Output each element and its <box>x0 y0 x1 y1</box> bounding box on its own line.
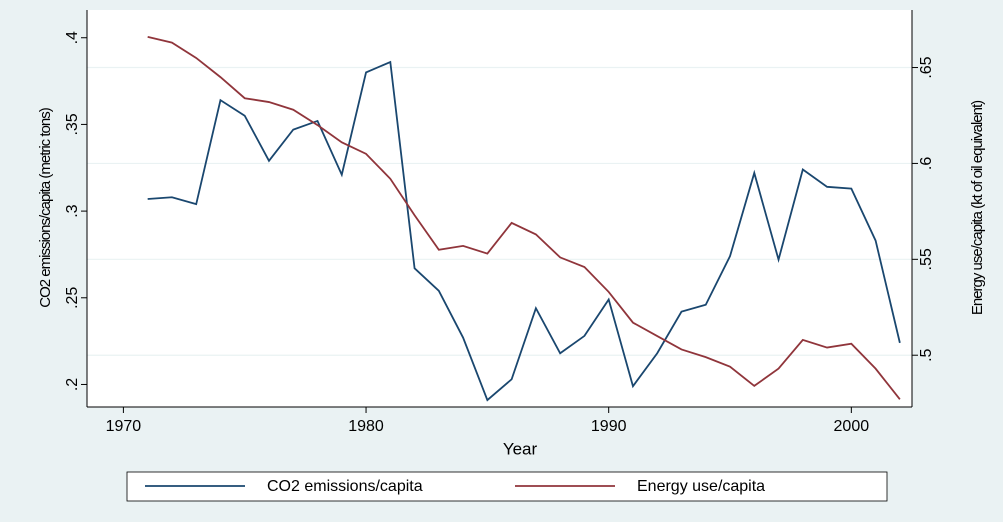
y-tick-label: .25 <box>64 287 81 309</box>
x-tick-label: 1990 <box>591 418 627 435</box>
y2-tick-label: .55 <box>918 248 935 270</box>
x-tick-label: 1980 <box>348 418 384 435</box>
plot-area <box>87 10 912 407</box>
y2-tick-label: .5 <box>918 348 935 361</box>
y-tick-label: .2 <box>64 378 81 391</box>
legend-label: Energy use/capita <box>637 478 765 495</box>
y-axis-title: CO2 emissions/capita (metric tons) <box>37 107 54 307</box>
x-tick-label: 2000 <box>834 418 870 435</box>
x-axis-title: Year <box>503 439 538 458</box>
series-line <box>147 35 901 400</box>
y-tick-label: .35 <box>64 113 81 135</box>
legend-label: CO2 emissions/capita <box>267 478 423 495</box>
series-line <box>147 60 901 402</box>
y2-tick-label: .65 <box>918 56 935 78</box>
x-tick-label: 1970 <box>106 418 142 435</box>
y2-axis-title: Energy use/capita (kt of oil equivalent) <box>969 100 986 315</box>
legend <box>126 471 888 502</box>
y-tick-label: .3 <box>64 204 81 217</box>
y-tick-label: .4 <box>64 31 81 44</box>
y2-tick-label: .6 <box>918 157 935 170</box>
